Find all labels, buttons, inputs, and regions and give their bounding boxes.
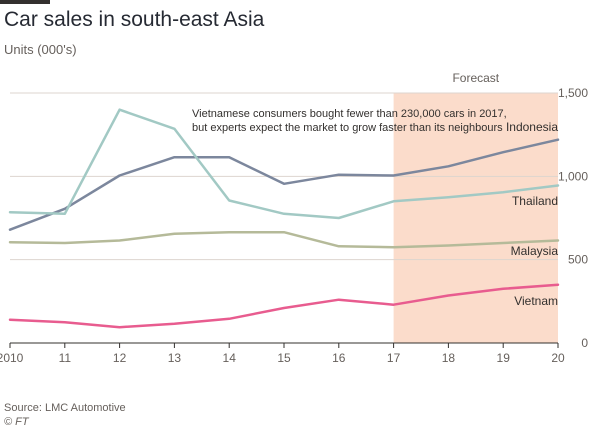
- y-tick-label: 500: [568, 253, 588, 267]
- series-lines: Indonesia Thailand Malaysia Vietnam: [8, 108, 560, 329]
- x-tick-label: 2010: [0, 351, 24, 365]
- x-tick-label: 11: [59, 351, 72, 365]
- annotation: Vietnamese consumers bought fewer than 2…: [192, 108, 507, 134]
- chart-title: Car sales in south-east Asia: [4, 8, 265, 31]
- top-rule: [0, 0, 50, 4]
- x-tick-label: 19: [497, 351, 511, 365]
- y-tick-label: 0: [581, 336, 588, 350]
- forecast-label: Forecast: [452, 71, 499, 85]
- annotation-line: Vietnamese consumers bought fewer than 2…: [192, 108, 507, 120]
- x-tick-label: 18: [442, 351, 456, 365]
- y-tick-label: 1,500: [558, 86, 588, 100]
- x-tick-label: 17: [387, 351, 401, 365]
- x-tick-label: 13: [168, 351, 182, 365]
- x-tick-label: 12: [113, 351, 127, 365]
- series-line-malaysia: [8, 230, 560, 249]
- chart-subtitle: Units (000's): [4, 42, 77, 57]
- series-line-indonesia: [8, 138, 560, 231]
- series-label-vietnam: Vietnam: [514, 294, 558, 308]
- source-note: Source: LMC Automotive: [4, 402, 126, 414]
- x-tick-label: 20: [551, 351, 565, 365]
- series-line-thailand: [8, 108, 560, 220]
- y-tick-label: 1,000: [558, 169, 588, 183]
- annotation-line: but experts expect the market to grow fa…: [192, 122, 503, 134]
- series-label-thailand: Thailand: [512, 194, 558, 208]
- x-tick-label: 15: [277, 351, 291, 365]
- series-line-vietnam: [8, 283, 560, 329]
- x-tick-label: 16: [332, 351, 346, 365]
- series-label-indonesia: Indonesia: [506, 120, 558, 134]
- copyright-note: © FT: [4, 416, 29, 428]
- x-tick-label: 14: [223, 351, 237, 365]
- axes: 0 500 1,000 1,500 2010 11 12 13 14 15 16 17 18 19 20: [0, 86, 588, 365]
- series-label-malaysia: Malaysia: [511, 244, 559, 258]
